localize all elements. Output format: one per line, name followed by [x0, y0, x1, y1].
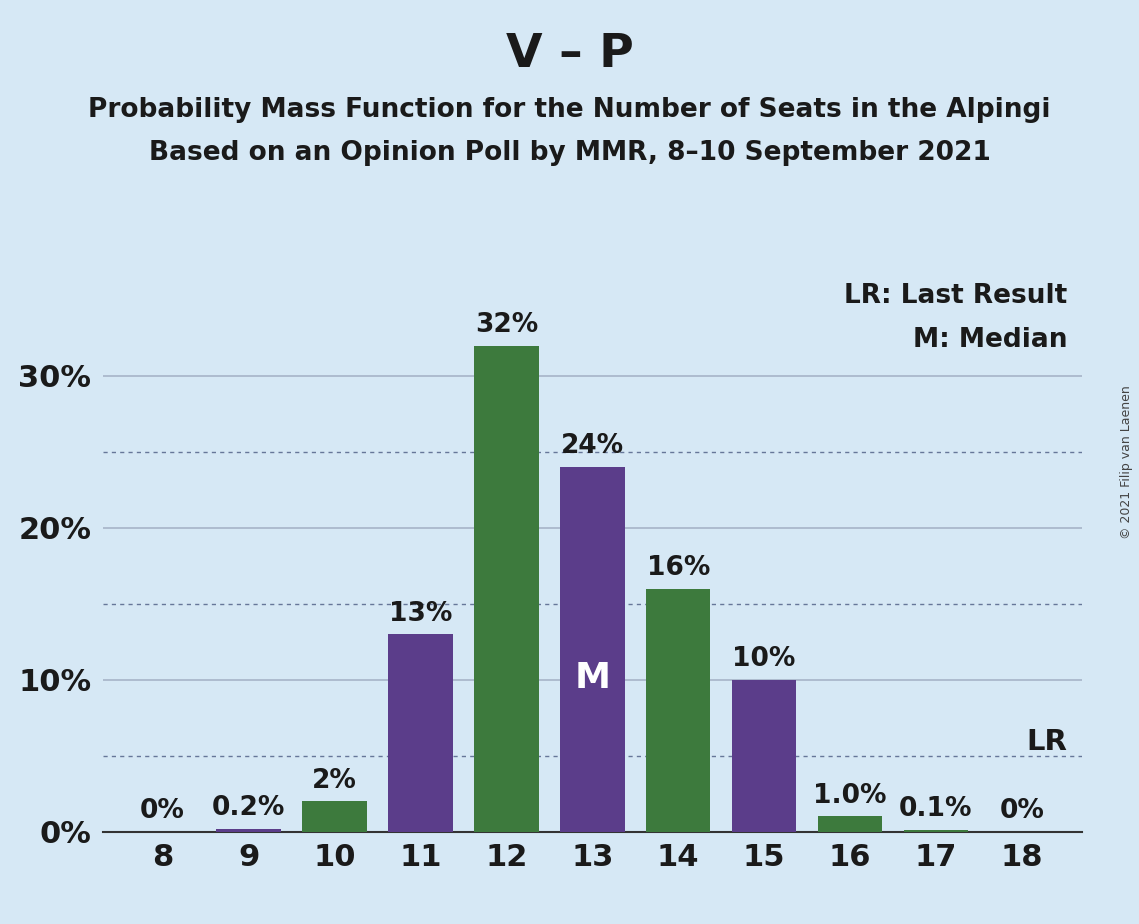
- Text: LR: LR: [1026, 728, 1067, 756]
- Text: 2%: 2%: [312, 768, 357, 794]
- Text: 1.0%: 1.0%: [813, 783, 887, 808]
- Text: Probability Mass Function for the Number of Seats in the Alpingi: Probability Mass Function for the Number…: [88, 97, 1051, 123]
- Text: 10%: 10%: [732, 646, 796, 672]
- Text: 32%: 32%: [475, 312, 538, 338]
- Text: 16%: 16%: [647, 555, 710, 581]
- Text: V – P: V – P: [506, 32, 633, 78]
- Text: M: Median: M: Median: [912, 327, 1067, 353]
- Bar: [732, 680, 796, 832]
- Bar: [216, 829, 281, 832]
- Bar: [646, 589, 711, 832]
- Text: © 2021 Filip van Laenen: © 2021 Filip van Laenen: [1121, 385, 1133, 539]
- Text: 13%: 13%: [388, 601, 452, 626]
- Bar: [302, 801, 367, 832]
- Bar: [474, 346, 539, 832]
- Text: 0.1%: 0.1%: [899, 796, 973, 822]
- Text: M: M: [574, 662, 611, 696]
- Bar: [560, 467, 624, 832]
- Bar: [903, 830, 968, 832]
- Text: 24%: 24%: [560, 433, 624, 459]
- Bar: [388, 634, 452, 832]
- Text: 0%: 0%: [140, 798, 186, 824]
- Text: 0.2%: 0.2%: [212, 795, 285, 821]
- Text: 0%: 0%: [999, 798, 1044, 824]
- Text: LR: Last Result: LR: Last Result: [844, 283, 1067, 309]
- Text: Based on an Opinion Poll by MMR, 8–10 September 2021: Based on an Opinion Poll by MMR, 8–10 Se…: [148, 140, 991, 166]
- Bar: [818, 817, 883, 832]
